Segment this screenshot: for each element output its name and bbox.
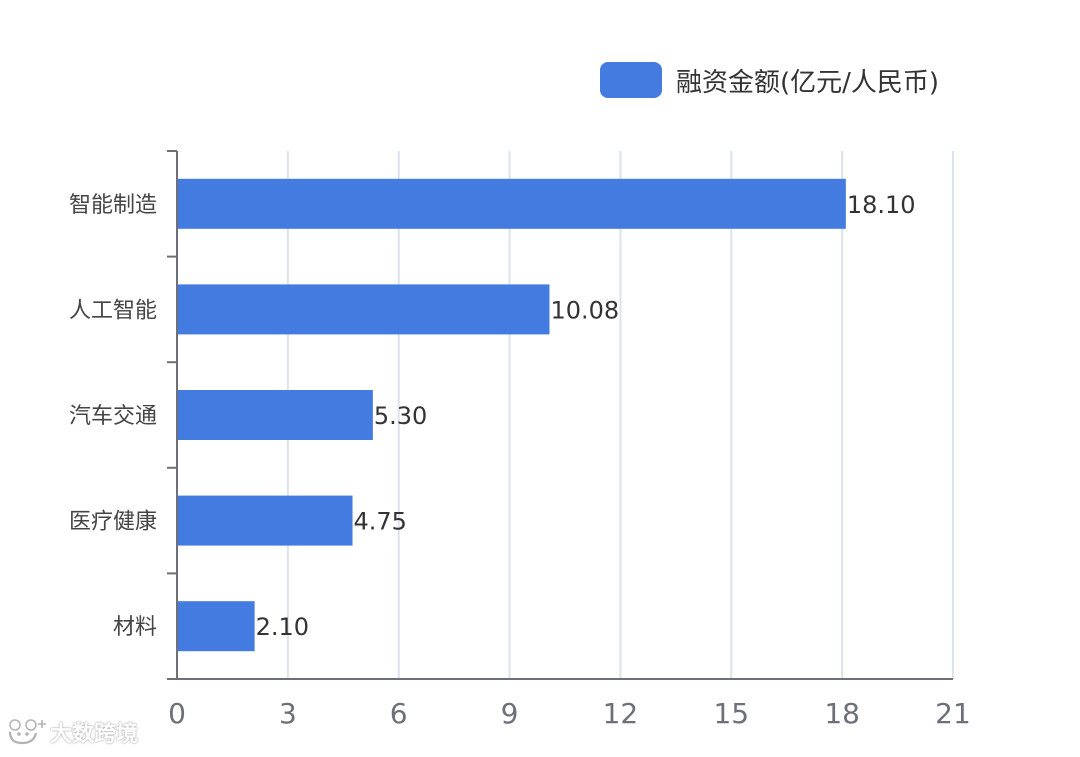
bar xyxy=(177,178,846,229)
category-label: 人工智能 xyxy=(69,298,157,323)
data-label: 2.10 xyxy=(256,613,309,641)
data-label: 10.08 xyxy=(550,296,619,324)
labels: 0 3 6 9 12 15 18 21 智能制造 18.10 人工智能 10.08 汽车交通 5.30 医疗… xyxy=(69,191,971,730)
category-label: 材料 xyxy=(113,615,157,640)
legend-label: 融资金额(亿元/人民币) xyxy=(676,67,940,98)
x-tick-label: 9 xyxy=(501,697,519,730)
bar xyxy=(177,601,255,652)
data-label: 5.30 xyxy=(374,402,427,430)
bar xyxy=(177,390,373,440)
legend-swatch xyxy=(600,62,662,98)
bars xyxy=(177,178,846,652)
axes xyxy=(167,150,953,680)
legend[interactable]: 融资金额(亿元/人民币) xyxy=(600,60,939,100)
bar xyxy=(177,495,353,546)
x-tick-label: 3 xyxy=(279,697,297,730)
category-label: 医疗健康 xyxy=(69,510,157,535)
watermark-text: 大数跨境 xyxy=(50,722,139,747)
x-tick-label: 15 xyxy=(713,697,749,730)
watermark: 大数跨境 xyxy=(6,716,138,748)
x-tick-label: 6 xyxy=(390,697,408,730)
category-label: 汽车交通 xyxy=(69,404,157,429)
bar xyxy=(177,284,550,335)
data-label: 18.10 xyxy=(847,191,916,219)
bear-logo-icon xyxy=(8,719,46,745)
x-tick-label: 21 xyxy=(935,697,971,730)
category-label: 智能制造 xyxy=(69,193,157,218)
grid-lines xyxy=(286,151,954,679)
x-tick-label: 0 xyxy=(168,697,186,730)
data-label: 4.75 xyxy=(354,508,407,536)
x-tick-label: 12 xyxy=(603,697,639,730)
x-tick-label: 18 xyxy=(824,697,860,730)
